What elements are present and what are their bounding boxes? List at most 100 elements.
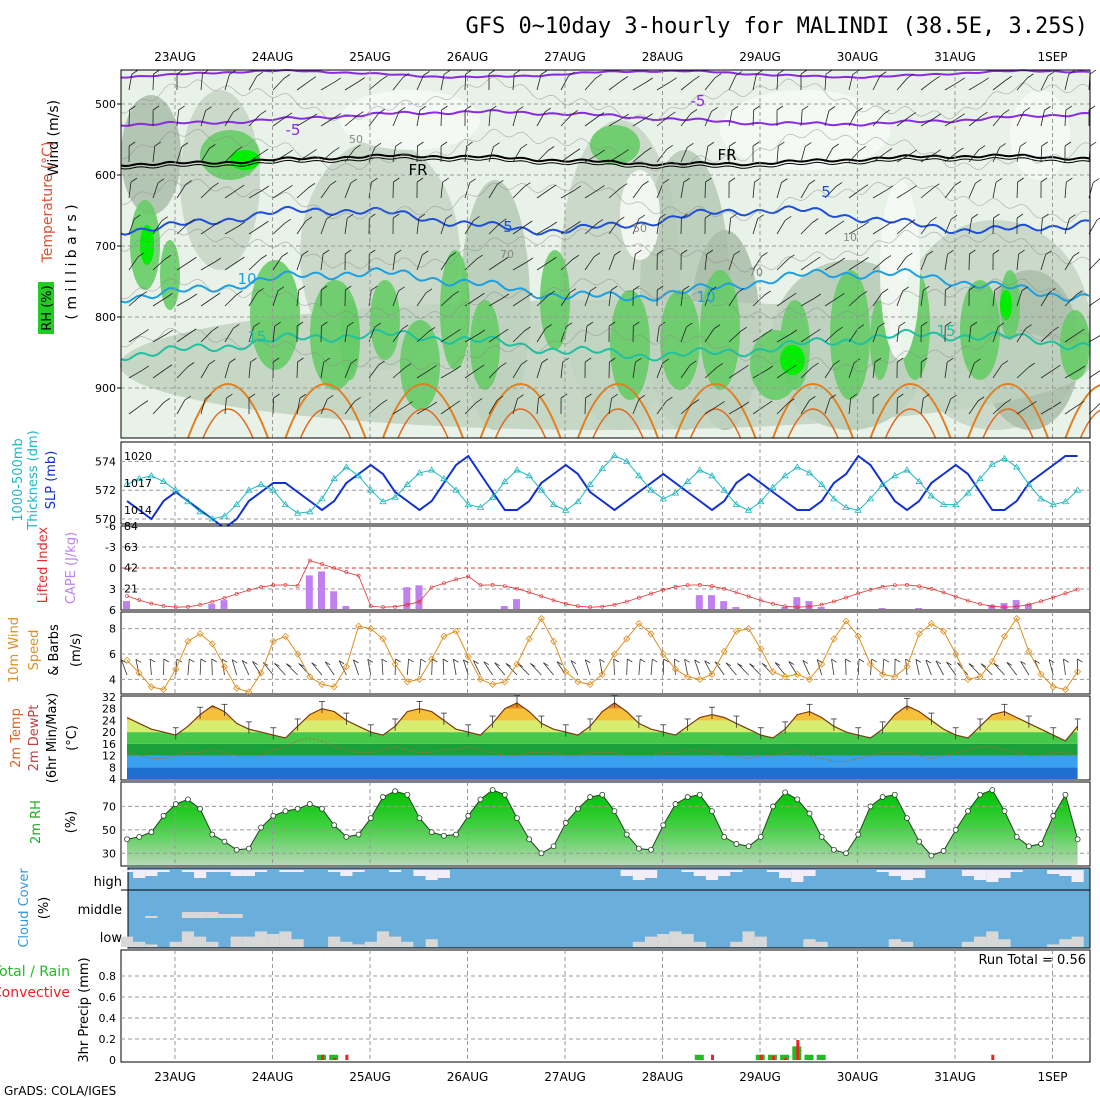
wind-barb-flag xyxy=(680,249,688,255)
wind10-speed-point xyxy=(866,660,875,668)
wind-barb-flag xyxy=(718,401,725,406)
wind-barb xyxy=(896,326,900,343)
wind-barb xyxy=(560,114,573,127)
wind-barb xyxy=(224,398,227,415)
wind10-speed-point xyxy=(793,670,801,678)
wind10-speed-point xyxy=(1049,683,1057,691)
thickness-point xyxy=(415,469,424,476)
cape-bar xyxy=(793,597,801,609)
wind10-barb-flag xyxy=(286,663,292,668)
wind-barb xyxy=(632,218,640,235)
precip-convective-bar xyxy=(345,1054,349,1060)
rh-point xyxy=(550,843,557,850)
wind10-barb xyxy=(221,659,225,676)
lifted-index-point xyxy=(1051,595,1056,600)
wind-barb xyxy=(1016,111,1025,127)
wind-barb xyxy=(200,148,210,163)
wind10-speed-point xyxy=(1000,632,1009,640)
wind10-barb xyxy=(1020,661,1030,676)
wind-barb xyxy=(992,113,1004,127)
thickness-point xyxy=(281,500,290,507)
wind-barb-flag xyxy=(713,324,721,330)
date-label-bottom: 26AUG xyxy=(447,1070,489,1084)
isotherm-surface-arch xyxy=(187,383,269,439)
date-label-top: 27AUG xyxy=(544,50,586,64)
y-tick-label: -6 xyxy=(105,520,116,533)
cape-bar xyxy=(878,608,886,609)
wind-barb-flag xyxy=(838,257,846,263)
wind-barb xyxy=(872,113,884,127)
wind-barb xyxy=(1016,254,1020,271)
wind10-barb xyxy=(406,659,409,676)
rh-point xyxy=(124,836,130,843)
lifted-index-point xyxy=(819,602,824,607)
wind10-speed-point xyxy=(403,678,411,686)
wind-barb-flag xyxy=(923,393,930,399)
wind-barb-flag xyxy=(809,396,816,401)
wind-barb-flag xyxy=(835,182,843,187)
wind-barb xyxy=(800,260,815,271)
rh-point xyxy=(965,808,971,815)
wind10-barb xyxy=(857,658,860,676)
isotherm-surface-arch-inner xyxy=(592,408,644,439)
wind-barb xyxy=(224,74,230,91)
wind-barbs xyxy=(128,69,1100,415)
wind10-barb-flag xyxy=(442,658,449,663)
wind-barb xyxy=(824,224,839,235)
wind-barb xyxy=(752,218,759,235)
wind-barb-flag xyxy=(441,105,448,111)
wind-barb xyxy=(176,399,186,415)
wind-barb-flag xyxy=(418,213,426,219)
lifted-index-point xyxy=(356,573,361,578)
wind-barb-flag xyxy=(526,220,533,226)
y-tick-label: 574 xyxy=(95,455,116,468)
thickness-point xyxy=(988,460,997,467)
wind-barb-flag xyxy=(711,107,718,112)
wind-barb xyxy=(464,146,467,163)
rh-point xyxy=(916,838,923,845)
isotherm-surface-arch xyxy=(674,383,757,439)
wind-barb-flag xyxy=(704,213,712,219)
wind-barb xyxy=(1016,181,1019,199)
date-label-bottom: 24AUG xyxy=(252,1070,294,1084)
wind-barb xyxy=(824,330,837,343)
thickness-point xyxy=(391,493,399,500)
thickness-point xyxy=(257,480,265,487)
wind10-barb-flag xyxy=(149,658,156,663)
wind-barb-flag xyxy=(777,69,785,75)
wind-barb-flag xyxy=(812,362,819,368)
ylabel-wind10-d: (m/s) xyxy=(69,633,84,667)
date-axis-bottom: 23AUG 24AUG 25AUG 26AUG 27AUG 28AUG 29AUG 30AUG… xyxy=(154,1070,1067,1084)
wind-barb-flag xyxy=(374,142,382,148)
wind-barb-flag xyxy=(584,357,592,363)
wind-barb xyxy=(296,290,300,307)
ylabel-temp-c: (6hr Min/Max) xyxy=(45,693,60,783)
wind10-speed-point xyxy=(489,680,497,688)
thickness-point xyxy=(939,500,948,507)
thickness-point xyxy=(488,493,497,500)
wind-barb-flag xyxy=(884,255,892,260)
wind-barb-flag xyxy=(970,321,978,327)
wind-barb xyxy=(224,225,240,235)
wind-barb-flag xyxy=(154,141,161,147)
slp-line xyxy=(126,454,1078,530)
rh-point xyxy=(477,796,484,803)
wind-barb-flag xyxy=(190,256,197,262)
y-tick-label-right: 1017 xyxy=(124,477,152,490)
cloud-low-bar xyxy=(681,934,694,947)
lifted-index-point xyxy=(892,583,897,587)
wind-barb-flag xyxy=(466,141,473,147)
rh-moist-patch xyxy=(250,260,300,370)
wind-barb xyxy=(1064,332,1079,343)
wind-barb-flag xyxy=(250,357,257,363)
thickness-point xyxy=(184,497,192,505)
wind-barb xyxy=(176,332,191,343)
wind10-barb-flag xyxy=(262,662,269,666)
thickness-point xyxy=(464,500,472,507)
y-tick-label: 600 xyxy=(95,169,116,182)
wind-barb-flag xyxy=(687,142,694,148)
wind-barb xyxy=(992,326,999,343)
wind-barb-flag xyxy=(262,185,270,191)
wind10-barb xyxy=(324,661,335,676)
